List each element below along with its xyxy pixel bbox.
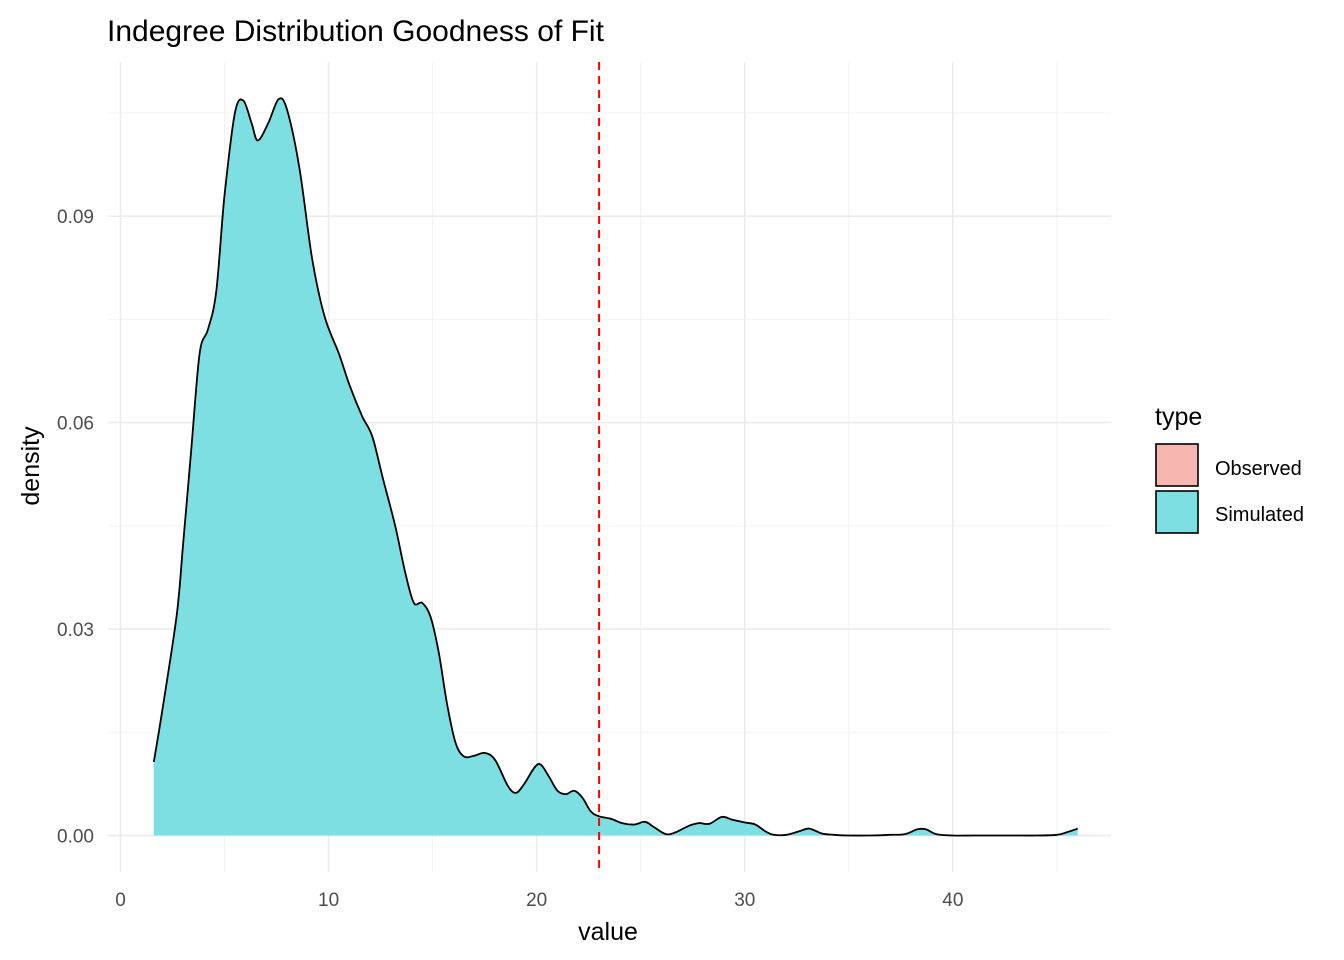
- x-tick-label: 40: [942, 890, 963, 911]
- series-layer: [152, 97, 1078, 837]
- x-axis-ticks: 0 10 20 30 40: [115, 890, 963, 911]
- chart-title: Indegree Distribution Goodness of Fit: [107, 15, 605, 48]
- x-tick-label: 10: [318, 890, 339, 911]
- legend-key-simulated: [1155, 490, 1199, 534]
- legend-label-simulated: Simulated: [1215, 504, 1304, 526]
- x-tick-label: 20: [526, 890, 547, 911]
- density-outline-simulated: [152, 97, 1078, 837]
- y-axis-ticks: 0.00 0.03 0.06 0.09: [57, 207, 94, 847]
- density-area-simulated: [153, 98, 1078, 836]
- legend-label-observed: Observed: [1215, 458, 1302, 480]
- major-gridlines: [108, 62, 1111, 872]
- legend-key-observed: [1155, 443, 1199, 487]
- y-tick-label: 0.06: [57, 414, 94, 435]
- y-tick-label: 0.03: [57, 620, 94, 641]
- y-axis-title: density: [17, 426, 45, 506]
- legend-title: type: [1155, 403, 1202, 431]
- x-axis-title: value: [578, 918, 638, 946]
- y-tick-label: 0.00: [57, 827, 94, 848]
- x-tick-label: 30: [734, 890, 755, 911]
- x-tick-label: 0: [115, 890, 126, 911]
- legend: type Observed Simulated: [1155, 403, 1304, 534]
- y-tick-label: 0.09: [57, 207, 94, 228]
